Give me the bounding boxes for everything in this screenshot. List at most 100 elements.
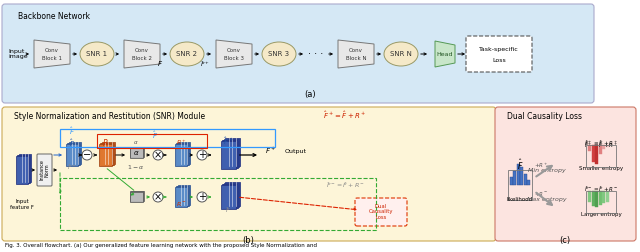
Text: $R^-$: $R^-$ [175,200,186,208]
Bar [595,145,598,164]
Bar [224,139,239,167]
Text: Conv: Conv [45,48,59,53]
Bar [100,143,114,165]
Text: Task-specific: Task-specific [479,47,519,52]
Text: Output: Output [285,148,307,153]
Text: Loss: Loss [492,57,506,62]
FancyBboxPatch shape [355,198,407,226]
Text: $R^+$: $R^+$ [175,139,186,147]
Bar [177,186,189,206]
Bar [223,184,237,208]
Text: Conv: Conv [349,48,363,53]
Text: Block N: Block N [346,55,366,60]
Polygon shape [124,40,160,68]
Bar [605,145,609,147]
Polygon shape [435,41,455,67]
Bar [602,191,605,203]
Text: Style Normalization and Restitution (SNR) Module: Style Normalization and Restitution (SNR… [14,112,205,121]
Bar [16,156,28,184]
FancyBboxPatch shape [2,107,496,241]
Bar [598,191,602,205]
Bar [129,192,143,202]
Text: $\hat{F}$: $\hat{F}$ [152,129,158,141]
Ellipse shape [80,42,114,66]
Text: SNR 1: SNR 1 [86,51,108,57]
Text: SNR 3: SNR 3 [268,51,289,57]
Bar [591,191,595,206]
FancyBboxPatch shape [495,107,636,241]
Bar [175,187,187,207]
Bar [100,143,113,165]
Text: Dual
Causality
Loss: Dual Causality Loss [369,204,393,220]
Text: Head: Head [436,51,453,56]
Bar [69,142,81,164]
Text: Dual Causality Loss: Dual Causality Loss [507,112,582,121]
Text: $\hat{F}^+ = \hat{F} + R^+$: $\hat{F}^+ = \hat{F} + R^+$ [584,140,618,150]
Bar [225,182,240,206]
Bar [516,164,520,185]
Bar [175,144,187,166]
Polygon shape [338,40,374,68]
Text: ×: × [154,150,162,160]
Text: Conv: Conv [135,48,149,53]
Bar [513,171,516,185]
Text: likelihood: likelihood [507,197,533,202]
Bar [60,178,376,230]
Bar [19,154,31,182]
Circle shape [82,150,92,160]
Ellipse shape [170,42,204,66]
FancyBboxPatch shape [37,154,52,186]
Text: $R$: $R$ [102,138,108,148]
Bar [130,147,143,158]
Circle shape [153,150,163,160]
Bar [225,138,240,166]
Bar [60,129,275,147]
Text: Block 1: Block 1 [42,55,62,60]
Text: $\hat{F}$: $\hat{F}$ [225,205,231,215]
Bar [221,185,236,209]
Text: $\hat{F}^-$: $\hat{F}^-$ [67,162,77,172]
Circle shape [153,192,163,202]
Text: $+R^+$: $+R^+$ [534,161,548,170]
Text: $\hat{F}^+$: $\hat{F}^+$ [223,135,234,147]
Bar [595,191,598,207]
Bar [131,147,144,157]
Bar [602,145,605,149]
Text: Instance
Norm: Instance Norm [39,160,50,180]
Bar [527,179,530,185]
Text: $\hat{F}^+ = \hat{F} + R^+$: $\hat{F}^+ = \hat{F} + R^+$ [584,138,618,148]
Bar [224,183,239,207]
Text: Min entropy: Min entropy [528,168,566,173]
Text: Fig. 3. Overall flowchart. (a) Our generalized feature learning network with the: Fig. 3. Overall flowchart. (a) Our gener… [5,243,317,248]
Bar [223,140,237,168]
Circle shape [197,192,207,202]
FancyBboxPatch shape [466,36,532,72]
Bar [586,145,616,167]
Text: $\hat{F}^- = \hat{F} + R^-$: $\hat{F}^- = \hat{F} + R^-$ [584,184,618,194]
Text: $\hat{F}^+ = \hat{F} + R^+$: $\hat{F}^+ = \hat{F} + R^+$ [323,109,367,121]
Text: Max entropy: Max entropy [527,197,567,202]
Bar [221,184,237,208]
Text: Larger entropy: Larger entropy [580,212,621,217]
Bar [221,140,237,168]
Text: (c): (c) [559,236,571,245]
Bar [586,191,616,213]
Text: $\hat{F}^+$: $\hat{F}^+$ [200,59,210,69]
Text: · · ·: · · · [308,49,324,59]
Polygon shape [216,40,252,68]
Text: $F$: $F$ [157,59,163,69]
Text: $\hat{F}^- = \hat{F} + R^-$: $\hat{F}^- = \hat{F} + R^-$ [326,180,364,190]
Text: $\hat{F}$: $\hat{F}$ [516,158,524,172]
Text: +: + [198,150,206,160]
Text: Block 3: Block 3 [224,55,244,60]
Bar [176,186,188,206]
Bar [129,148,143,158]
Text: $\alpha$: $\alpha$ [133,140,139,146]
Bar [524,174,527,185]
Text: $+R^-$: $+R^-$ [534,191,548,199]
Text: Block 2: Block 2 [132,55,152,60]
Text: −: − [83,150,91,160]
Text: (a): (a) [304,90,316,100]
Bar [102,142,115,164]
Text: $\hat{F}$: $\hat{F}$ [69,137,75,149]
